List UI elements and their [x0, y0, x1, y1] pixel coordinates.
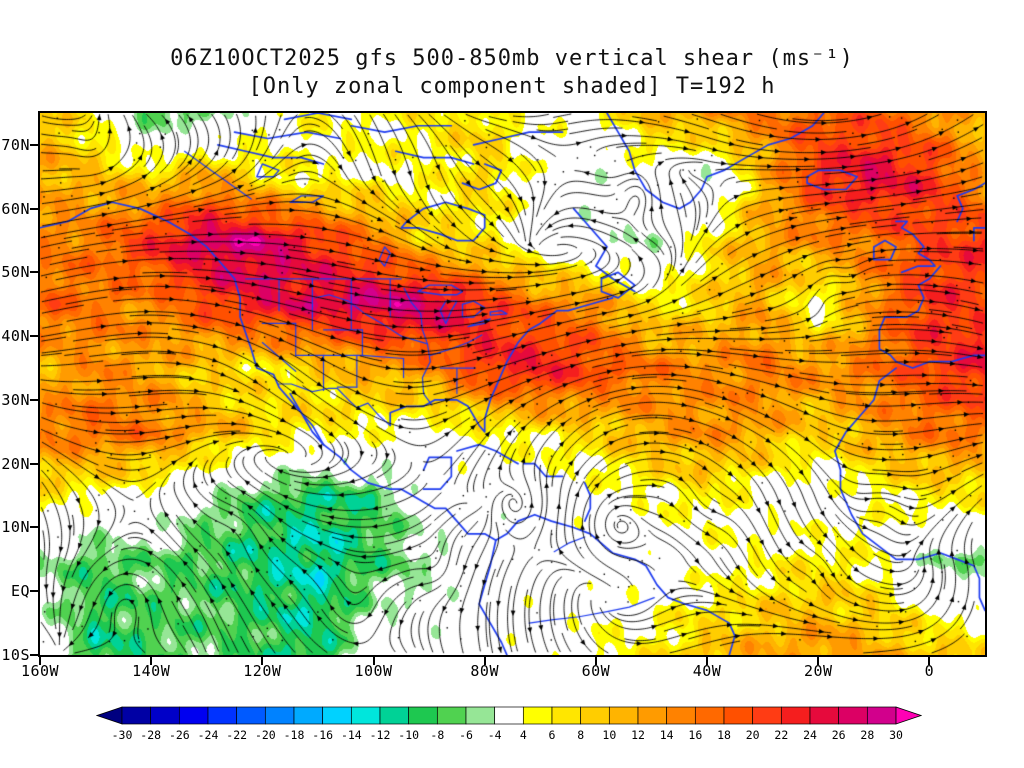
y-axis-tick	[30, 335, 38, 338]
colorbar-tick-label: -4	[488, 728, 502, 742]
colorbar-segment	[580, 706, 610, 725]
colorbar-tick-label: 28	[860, 728, 874, 742]
colorbar-segment	[465, 706, 496, 725]
y-axis-tick	[30, 462, 38, 465]
colorbar-tick-label: -22	[226, 728, 247, 742]
colorbar-segment	[436, 706, 467, 725]
x-axis-tick	[150, 657, 153, 665]
colorbar-tick-label: 14	[660, 728, 674, 742]
colorbar-segment	[408, 706, 438, 725]
y-axis-tick	[30, 143, 38, 146]
x-axis-tick	[594, 657, 597, 665]
colorbar-tick-label: -14	[341, 728, 362, 742]
colorbar-tick-label: -18	[284, 728, 305, 742]
colorbar-segment	[608, 706, 639, 725]
colorbar-segment	[236, 706, 266, 725]
colorbar-tick-label: -24	[198, 728, 219, 742]
x-axis-tick	[39, 657, 41, 665]
x-axis-tick	[483, 657, 486, 665]
colorbar-segment	[178, 706, 209, 725]
colorbar-segment	[551, 706, 582, 725]
colorbar-tick-label: 22	[774, 728, 788, 742]
colorbar-tick-label: -16	[312, 728, 333, 742]
colorbar-segment	[379, 706, 410, 725]
y-axis-label: 10N	[1, 518, 30, 537]
y-axis-label: EQ	[10, 582, 30, 601]
y-axis-label: 30N	[1, 390, 30, 409]
x-axis-tick	[706, 657, 709, 665]
colorbar: -30 -28 -26 -24 -22 -20 -18 -16 -14 -12 -10 -8 -6 -4 4…	[96, 706, 922, 742]
y-axis-tick	[30, 207, 38, 210]
chart-title: 06Z10OCT2025 gfs 500-850mb vertical shea…	[170, 46, 854, 71]
x-axis-label: 100W	[354, 662, 393, 680]
colorbar-segment	[723, 706, 754, 725]
x-axis-label: 20W	[803, 662, 833, 680]
colorbar-tick-label: -6	[459, 728, 473, 742]
colorbar-tick-label: -28	[140, 728, 161, 742]
colorbar-segment	[780, 706, 811, 725]
colorbar-tick-label: 26	[832, 728, 846, 742]
colorbar-segment	[752, 706, 782, 725]
colorbar-segment	[809, 706, 840, 725]
colorbar-tick-label: -12	[370, 728, 391, 742]
y-axis-label: 20N	[1, 454, 30, 473]
x-axis-label: 60W	[581, 662, 611, 680]
map-frame	[38, 111, 987, 657]
colorbar-segment	[838, 706, 868, 725]
colorbar-tick-label: -8	[430, 728, 444, 742]
x-axis-tick	[372, 657, 375, 665]
x-axis-tick	[928, 657, 931, 665]
y-axis-tick	[30, 654, 38, 656]
colorbar-segment	[264, 706, 295, 725]
colorbar-tick-label: 4	[520, 728, 527, 742]
colorbar-segment	[666, 706, 696, 725]
y-axis-tick	[30, 271, 38, 274]
y-axis-tick	[30, 398, 38, 401]
x-axis-label: 120W	[243, 662, 282, 680]
colorbar-segment	[694, 706, 725, 725]
colorbar-tick-label: 8	[577, 728, 584, 742]
x-axis-label: 40W	[692, 662, 722, 680]
colorbar-segment	[494, 706, 524, 725]
y-axis-label: 60N	[1, 199, 30, 218]
y-axis-label: 40N	[1, 327, 30, 346]
colorbar-tick-label: -26	[169, 728, 190, 742]
y-axis-label: 10S	[1, 646, 30, 664]
colorbar-right-arrow	[895, 706, 922, 725]
colorbar-left-arrow	[96, 706, 123, 725]
colorbar-tick-label: 24	[803, 728, 817, 742]
colorbar-segment	[350, 706, 381, 725]
y-axis-tick	[30, 526, 38, 529]
colorbar-segment	[121, 706, 152, 725]
colorbar-tick-label: -20	[255, 728, 276, 742]
x-axis-tick	[261, 657, 264, 665]
colorbar-tick-label: 10	[602, 728, 616, 742]
colorbar-tick-label: -30	[112, 728, 133, 742]
colorbar-tick-label: -10	[398, 728, 419, 742]
colorbar-tick-label: 20	[746, 728, 760, 742]
colorbar-tick-label: 6	[549, 728, 556, 742]
x-axis-label: 0	[924, 662, 935, 680]
colorbar-segment	[207, 706, 238, 725]
colorbar-segment	[150, 706, 180, 725]
y-axis-tick	[30, 590, 38, 593]
y-axis-label: 70N	[1, 135, 30, 154]
x-axis-label: 140W	[132, 662, 171, 680]
x-axis-label: 160W	[20, 662, 60, 680]
colorbar-segment	[322, 706, 352, 725]
colorbar-tick-label: 16	[688, 728, 702, 742]
colorbar-tick-label: 18	[717, 728, 731, 742]
colorbar-segment	[637, 706, 668, 725]
x-axis-label: 80W	[470, 662, 499, 680]
colorbar-tick-label: 12	[631, 728, 645, 742]
colorbar-segment	[866, 706, 897, 725]
chart-subtitle: [Only zonal component shaded] T=192 h	[248, 74, 776, 99]
x-axis-tick	[817, 657, 820, 665]
y-axis-label: 50N	[1, 263, 30, 282]
colorbar-segment	[293, 706, 324, 725]
colorbar-tick-label: 30	[889, 728, 903, 742]
colorbar-segment	[522, 706, 553, 725]
shear-map-canvas	[40, 113, 985, 655]
